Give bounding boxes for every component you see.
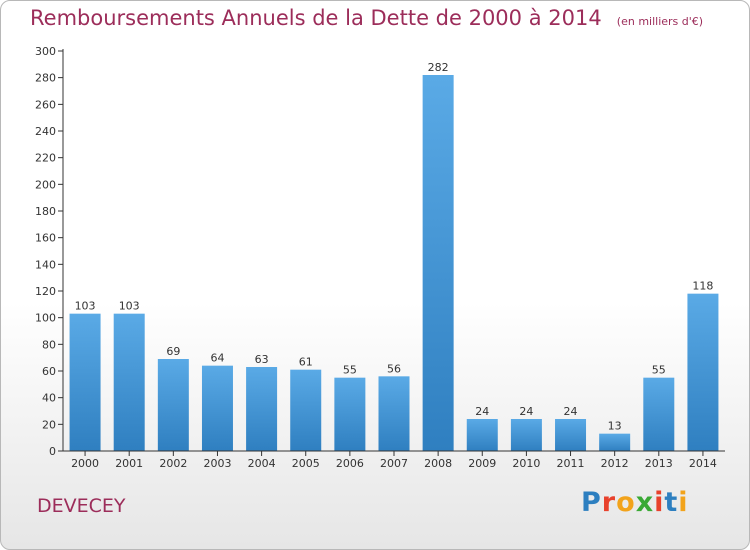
y-tick-label: 240 bbox=[35, 125, 56, 138]
y-tick-label: 180 bbox=[35, 205, 56, 218]
y-tick-label: 120 bbox=[35, 285, 56, 298]
x-tick-label: 2004 bbox=[248, 457, 276, 470]
y-tick-label: 100 bbox=[35, 312, 56, 325]
bar-value-label: 103 bbox=[119, 300, 140, 313]
y-tick-label: 160 bbox=[35, 232, 56, 245]
y-axis: 0 20 40 60 80 100 120 140 160 180 200 220 240 260 280 3… bbox=[35, 45, 64, 458]
bar-2007 bbox=[378, 376, 410, 451]
bar-value-label: 63 bbox=[255, 353, 269, 366]
bar-2013 bbox=[643, 377, 675, 451]
y-tick-label: 80 bbox=[42, 338, 56, 351]
bar-value-label: 24 bbox=[564, 405, 578, 418]
logo-letter: t bbox=[664, 487, 679, 518]
bar-value-label: 56 bbox=[387, 362, 401, 375]
bar-2004 bbox=[246, 367, 278, 451]
proxiti-logo[interactable]: Proxiti bbox=[581, 487, 689, 518]
x-tick-label: 2009 bbox=[468, 457, 496, 470]
y-tick-label: 260 bbox=[35, 98, 56, 111]
y-tick-label: 220 bbox=[35, 152, 56, 165]
x-tick-label: 2013 bbox=[645, 457, 673, 470]
bar-value-label: 55 bbox=[343, 364, 357, 377]
bar-2006 bbox=[334, 377, 366, 451]
commune-name: DEVECEY bbox=[37, 495, 126, 517]
bar-value-label: 61 bbox=[299, 356, 313, 369]
chart-subtitle: (en milliers d'€) bbox=[616, 15, 704, 28]
bar-value-label: 24 bbox=[475, 405, 489, 418]
bar-2010 bbox=[510, 419, 542, 451]
x-tick-label: 2014 bbox=[689, 457, 717, 470]
bar-value-label: 103 bbox=[75, 300, 96, 313]
bar-2014 bbox=[687, 293, 719, 451]
y-tick-label: 200 bbox=[35, 178, 56, 191]
bar-2002 bbox=[157, 359, 189, 451]
x-axis: 2000 2001 2002 2003 2004 2005 2006 2007 2008 2009… bbox=[63, 450, 725, 470]
chart-title: Remboursements Annuels de la Dette de 20… bbox=[30, 6, 602, 30]
bar-2012 bbox=[599, 433, 631, 451]
logo-letter: i bbox=[654, 487, 665, 518]
bar-value-label: 55 bbox=[652, 364, 666, 377]
x-tick-label: 2002 bbox=[159, 457, 187, 470]
y-tick-label: 20 bbox=[42, 418, 56, 431]
y-tick-label: 60 bbox=[42, 365, 56, 378]
y-tick-label: 280 bbox=[35, 72, 56, 85]
y-tick-label: 40 bbox=[42, 392, 56, 405]
logo-letter: r bbox=[601, 487, 617, 518]
bar-value-label: 24 bbox=[519, 405, 533, 418]
y-tick-label: 0 bbox=[49, 445, 56, 458]
bars: 103 103 69 64 63 61 55 56 282 24 24 24 13 55 118 bbox=[69, 61, 719, 451]
x-tick-label: 2003 bbox=[203, 457, 231, 470]
x-tick-label: 2008 bbox=[424, 457, 452, 470]
bar-2003 bbox=[201, 365, 233, 451]
x-tick-label: 2007 bbox=[380, 457, 408, 470]
logo-letter: o bbox=[616, 487, 636, 518]
x-tick-label: 2005 bbox=[292, 457, 320, 470]
x-tick-label: 2000 bbox=[71, 457, 99, 470]
title-row: Remboursements Annuels de la Dette de 20… bbox=[30, 6, 703, 30]
x-tick-label: 2006 bbox=[336, 457, 364, 470]
x-tick-label: 2012 bbox=[601, 457, 629, 470]
x-tick-label: 2001 bbox=[115, 457, 143, 470]
bar-value-label: 69 bbox=[166, 345, 180, 358]
bar-2001 bbox=[113, 313, 145, 451]
bar-2011 bbox=[555, 419, 587, 451]
x-tick-label: 2011 bbox=[557, 457, 585, 470]
logo-letter: x bbox=[635, 487, 655, 518]
bar-value-label: 118 bbox=[692, 280, 713, 293]
bar-2008 bbox=[422, 75, 454, 451]
x-tick-label: 2010 bbox=[512, 457, 540, 470]
y-tick-label: 300 bbox=[35, 45, 56, 58]
bar-value-label: 13 bbox=[608, 420, 622, 433]
bar-2005 bbox=[290, 369, 322, 451]
logo-letter: P bbox=[581, 487, 602, 518]
bar-value-label: 282 bbox=[428, 61, 449, 74]
bar-2000 bbox=[69, 313, 101, 451]
y-tick-label: 140 bbox=[35, 258, 56, 271]
logo-letter: i bbox=[678, 487, 689, 518]
bar-2009 bbox=[466, 419, 498, 451]
bar-value-label: 64 bbox=[210, 352, 224, 365]
